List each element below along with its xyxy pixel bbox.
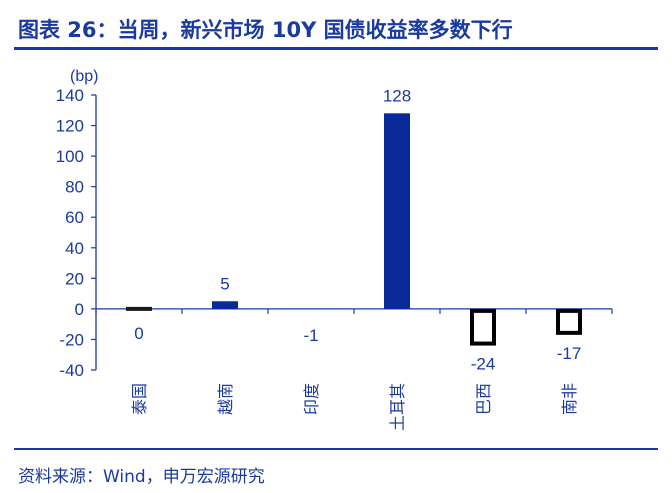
y-tick-label: 20 — [65, 269, 84, 288]
data-label: 0 — [134, 324, 143, 343]
labels-layer: 0 泰国 5 越南 -1 印度 128 土耳其 -24 巴西 -17 南非 — [130, 86, 581, 431]
bar — [470, 308, 496, 346]
data-label: 128 — [383, 86, 411, 105]
y-tick-label: 100 — [56, 147, 84, 166]
y-axis-unit: (bp) — [70, 68, 98, 85]
y-tick-label: 0 — [75, 300, 84, 319]
bar — [384, 113, 410, 309]
bar — [126, 306, 152, 311]
chart-title: 图表 26：当周，新兴市场 10Y 国债收益率多数下行 — [18, 18, 513, 42]
x-tick-label: 泰国 — [130, 383, 149, 415]
x-tick-label: 越南 — [216, 383, 235, 415]
y-tick-label: 80 — [65, 178, 84, 197]
x-tick-label: 南非 — [560, 383, 579, 415]
x-tick-label: 巴西 — [474, 383, 493, 415]
y-tick-label: 120 — [56, 117, 84, 136]
data-label: -24 — [471, 355, 496, 374]
source-note: 资料来源：Wind，申万宏源研究 — [18, 467, 265, 487]
y-tick-label: -20 — [59, 330, 84, 349]
y-tick-label: 60 — [65, 208, 84, 227]
y-tick-label: -40 — [59, 361, 84, 380]
data-label: -17 — [557, 344, 582, 363]
y-tick-label: 140 — [56, 86, 84, 105]
bar — [556, 308, 582, 335]
y-tick-label: 40 — [65, 239, 84, 258]
footer-divider — [14, 448, 658, 450]
data-label: -1 — [303, 326, 318, 345]
bars-layer — [126, 113, 582, 346]
title-divider — [14, 47, 658, 50]
axis-layer: (bp) -40 -20 0 20 40 60 80 100 120 140 — [56, 68, 613, 380]
bar — [212, 301, 238, 309]
x-tick-label: 土耳其 — [388, 383, 407, 431]
data-label: 5 — [220, 274, 229, 293]
x-tick-label: 印度 — [302, 383, 321, 415]
